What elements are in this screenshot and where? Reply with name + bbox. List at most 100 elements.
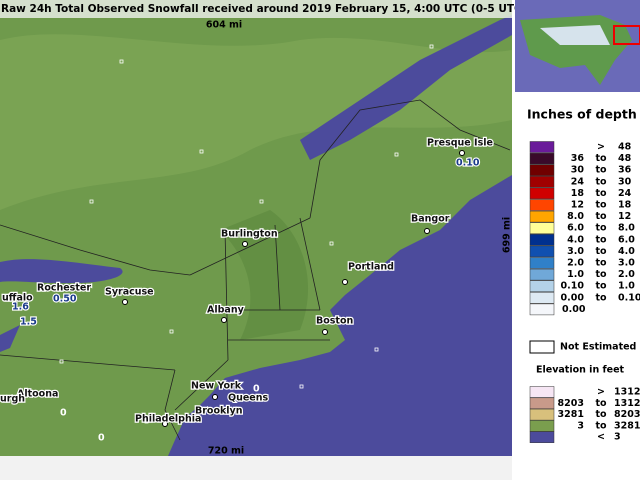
st-lawrence [300,15,512,160]
legend-high: 4.0 [618,246,635,257]
title-band [0,0,512,18]
legend-high: 8203 [614,409,640,420]
legend-high: 36 [618,165,632,176]
legend-high: 13124 [614,398,640,409]
legend-to: to [595,281,607,292]
city-label: Rochester [37,283,91,294]
cities [63,150,465,427]
legend-swatch [529,199,555,211]
legend-swatch [529,245,555,258]
legend-op: > [597,142,605,153]
legend-op: < [597,432,605,443]
legend-high: 2.0 [618,269,635,280]
legend-low: 36 [571,153,585,164]
legend-high: 3 [614,432,621,443]
legend-to: to [595,409,607,420]
legend-low: 24 [571,176,585,187]
city-label: Portland [348,262,394,273]
legend-high: 0.10 [618,292,640,303]
city-label: Burlington [221,229,278,240]
city-label: Presque Isle [427,138,493,149]
ocean [168,175,512,456]
legend-op: > [597,387,605,398]
city-label: Queens [228,393,268,404]
legend-swatch [529,152,555,165]
elevation-legend: >131248203to131243281to82033to3281<3 [529,386,640,443]
legend-low: 30 [571,165,585,176]
country-border [0,99,511,276]
city-label: Altoona [17,389,58,400]
legend-to: to [595,234,607,245]
legend-swatch [529,292,555,304]
snow-value: 0 [98,433,105,444]
city-label: New York [191,381,242,392]
legend-low: 18 [571,188,585,199]
city-label: urgh [0,394,25,405]
legend-to: to [595,165,607,176]
not-estimated-label: Not Estimated [560,342,636,353]
map: uffalo Rochester Syracuse Albany Burling… [0,0,513,457]
legend-low: 8.0 [567,211,584,222]
scale-top: 604 mi [206,20,242,31]
legend-swatch [529,234,555,246]
snow-value: 0.50 [53,294,77,305]
legend-swatch [529,431,555,443]
legend-low: 12 [571,200,584,211]
legend-swatch [529,141,555,153]
legend-to: to [595,200,607,211]
snow-value: 1.6 [12,302,29,313]
legend-swatch [529,420,555,432]
legend-high: 13124 [614,387,640,398]
snow-value: 0.10 [456,158,480,169]
legend-low: 2.0 [567,258,584,269]
city-label: Albany [207,305,245,316]
legend-swatch [529,176,555,188]
city-label: Philadelphia [135,414,201,425]
legend-high: 3281 [614,420,640,431]
highland [0,34,512,210]
legend-swatch [529,164,555,176]
legend-low: 4.0 [567,234,584,245]
legend-low: 0.00 [561,292,585,303]
scale-bottom: 720 mi [208,446,244,457]
legend-low: 3 [577,420,584,431]
elevation-title: Elevation in feet [536,365,625,376]
legend-low: 1.0 [567,269,584,280]
legend-swatch [529,210,555,223]
legend-to: to [595,258,607,269]
legend-high: 48 [618,153,632,164]
legend-swatch [529,280,555,292]
legend-to: to [595,223,607,234]
legend-swatch [529,187,555,200]
legend-low: 3.0 [567,246,584,257]
legend-high: 48 [618,142,632,153]
legend-high: 8.0 [618,223,635,234]
city-label: uffalo [2,293,33,304]
scale-side: 699 mi [502,217,513,253]
footer [0,456,512,480]
legend-to: to [595,420,607,431]
legend-high: 30 [618,176,632,187]
city-label: Brooklyn [195,406,243,417]
stations [59,44,434,424]
snow-value: 1.5 [20,317,37,328]
legend-high: 18 [618,200,632,211]
legend-to: to [595,292,607,303]
legend-to: to [595,153,607,164]
city-label: Syracuse [105,287,154,298]
legend-high: 3.0 [618,258,635,269]
legend-to: to [595,176,607,187]
legend-to: to [595,398,607,409]
inset-map [515,0,640,92]
legend-swatch [529,268,555,281]
legend-swatch [529,257,555,269]
not-estimated-swatch [529,340,555,354]
title: Raw 24h Total Observed Snowfall received… [1,3,527,15]
state-borders [0,217,330,441]
city-label: Boston [316,316,353,327]
legend-to: to [595,211,607,222]
lake-erie [0,325,20,352]
legend-to: to [595,246,607,257]
